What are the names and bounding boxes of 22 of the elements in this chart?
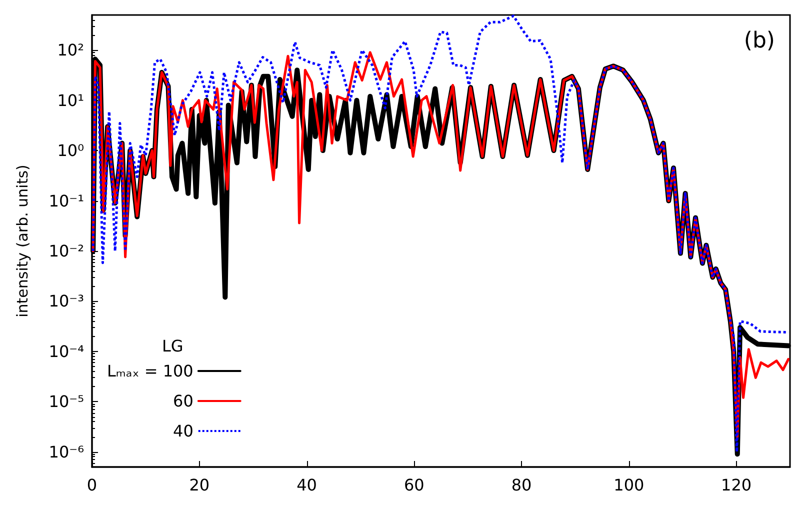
y-axis-title: intensity (arb. units) — [14, 164, 32, 318]
x-tick-label: 0 — [86, 476, 98, 494]
x-tick-label: 40 — [296, 476, 317, 494]
y-tick-label: 10⁻³ — [48, 292, 84, 311]
y-tick-label: 10⁻¹ — [48, 191, 84, 210]
y-tick-label: 10⁻⁶ — [48, 442, 84, 462]
legend-label: Lₘₐₓ = 100 — [106, 362, 194, 380]
legend-label: 40 — [173, 422, 194, 440]
x-tick-label: 20 — [189, 476, 210, 494]
x-tick-label: 120 — [721, 476, 752, 494]
y-tick-label: 10⁻⁴ — [48, 342, 84, 361]
x-tick-label: 80 — [511, 476, 532, 494]
annotation: (b) — [744, 28, 776, 54]
y-tick-label: 10⁰ — [57, 141, 84, 160]
y-tick-label: 10¹ — [57, 90, 84, 110]
x-tick-label: 60 — [404, 476, 424, 494]
y-tick-label: 10² — [57, 40, 84, 60]
y-tick-label: 10⁻⁵ — [48, 392, 84, 412]
legend-title: LG — [162, 336, 184, 356]
x-tick-label: 100 — [614, 476, 644, 494]
legend-label: 60 — [173, 392, 194, 410]
y-tick-label: 10⁻² — [48, 241, 84, 260]
